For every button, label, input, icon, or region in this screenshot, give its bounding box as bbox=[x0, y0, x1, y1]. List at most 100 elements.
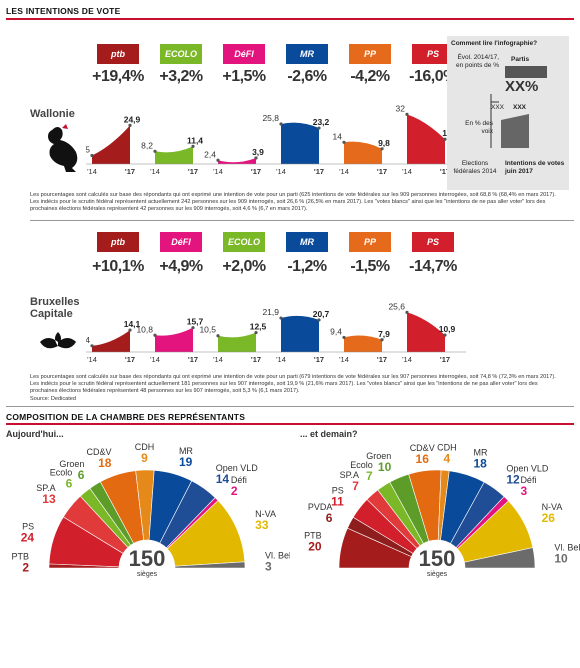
point-mr-0 bbox=[279, 316, 283, 320]
seats-label: sièges bbox=[427, 571, 448, 578]
wallonie-footnote: Les pourcentages sont calculés sur base … bbox=[30, 192, 556, 212]
label-defi-17: 15,7 bbox=[187, 317, 204, 327]
infobox-xxx-right: XXX bbox=[513, 104, 527, 111]
xtick-pp-14: '14 bbox=[339, 167, 349, 176]
seat-label-1: PVDA bbox=[308, 502, 333, 512]
iris-icon bbox=[38, 328, 78, 359]
area-ecolo bbox=[155, 146, 193, 164]
seat-label-2: SP.A bbox=[36, 483, 55, 493]
xtick-ps-17: '17 bbox=[440, 167, 450, 176]
xtick-ps-14: '14 bbox=[402, 167, 412, 176]
seat-count-6: 9 bbox=[141, 451, 148, 465]
chamber-title: COMPOSITION DE LA CHAMBRE DES REPRÉSENTA… bbox=[6, 412, 246, 422]
infobox-title: Comment lire l'infographie? bbox=[451, 40, 538, 47]
area-mr bbox=[281, 315, 319, 352]
party-change-ps: -14,7% bbox=[409, 258, 457, 275]
label-mr-17: 23,2 bbox=[313, 117, 330, 127]
party-change-defi: +4,9% bbox=[159, 258, 203, 275]
point-ps-1 bbox=[443, 333, 447, 337]
area-defi bbox=[155, 327, 193, 352]
area-pp bbox=[344, 141, 382, 164]
party-logo-pp: PP bbox=[349, 44, 391, 64]
xtick-pp-14: '14 bbox=[339, 355, 349, 364]
point-ecolo-0 bbox=[153, 149, 157, 153]
xtick-ecolo-14: '14 bbox=[150, 167, 160, 176]
area-ps bbox=[407, 114, 445, 164]
infobox-evol: Évol. 2014/17, en points de % bbox=[455, 54, 499, 69]
party-change-ecolo: +3,2% bbox=[159, 68, 203, 85]
party-change-defi: +1,5% bbox=[222, 68, 266, 85]
point-mr-0 bbox=[279, 122, 283, 126]
today-title: Aujourd'hui... bbox=[6, 429, 64, 439]
party-logo-ps: PS bbox=[412, 232, 454, 252]
seat-count-7: 4 bbox=[444, 451, 451, 465]
seat-count-10: 33 bbox=[255, 518, 269, 532]
bruxelles-label: Bruxelles Capitale bbox=[30, 296, 80, 320]
infobox-sample-chart bbox=[490, 94, 529, 148]
xtick-mr-14: '14 bbox=[276, 167, 286, 176]
seat-count-11: 26 bbox=[542, 511, 556, 525]
xtick-ecolo-17: '17 bbox=[188, 167, 198, 176]
chamber-tomorrow-chart: PTB20PVDA6PS11SP.A7Ecolo7Groen10CD&V16CD… bbox=[304, 442, 580, 578]
point-ptb-1 bbox=[128, 328, 132, 332]
seat-count-5: 10 bbox=[378, 460, 392, 474]
xtick-ecolo-14: '14 bbox=[213, 355, 223, 364]
label-ecolo-17: 11,4 bbox=[187, 135, 203, 145]
area-mr bbox=[281, 122, 319, 164]
seat-label-0: PTB bbox=[304, 531, 322, 541]
label-ecolo-14: 10,5 bbox=[199, 325, 216, 335]
seat-count-4: 6 bbox=[78, 468, 85, 482]
label-pp-14: 14 bbox=[333, 131, 343, 141]
point-ptb-0 bbox=[90, 153, 94, 158]
area-defi bbox=[218, 157, 256, 164]
label-pp-17: 7,9 bbox=[378, 329, 390, 339]
xtick-ps-17: '17 bbox=[440, 355, 450, 364]
infobox-xxx-left: XXX bbox=[491, 104, 505, 111]
seat-slice-vlbelang bbox=[464, 547, 536, 569]
xtick-ps-14: '14 bbox=[402, 355, 412, 364]
area-ps bbox=[407, 312, 445, 352]
seat-count-6: 16 bbox=[416, 452, 430, 466]
wallonie-chart: 5,5 24,9 '14 '17 8,2 11,4 '14 '17 2,4 3,9 '14 '17 25… bbox=[86, 103, 466, 176]
xtick-ecolo-17: '17 bbox=[251, 355, 261, 364]
seat-label-4: Groen bbox=[59, 459, 84, 469]
seat-count-3: 7 bbox=[352, 479, 359, 493]
seat-label-10: Défi bbox=[520, 475, 536, 485]
source-note: Source: Dedicated bbox=[30, 396, 77, 402]
label-defi-17: 3,9 bbox=[252, 147, 264, 157]
label-pp-14: 9,4 bbox=[330, 326, 342, 336]
xtick-defi-14: '14 bbox=[150, 355, 160, 364]
xtick-defi-14: '14 bbox=[213, 167, 223, 176]
divider-1 bbox=[30, 220, 574, 221]
xtick-mr-17: '17 bbox=[314, 355, 324, 364]
section-title-intentions: LES INTENTIONS DE VOTE bbox=[6, 6, 121, 16]
seat-count-2: 13 bbox=[42, 492, 56, 506]
label-mr-17: 20,7 bbox=[313, 309, 330, 319]
infobox-logo-placeholder bbox=[505, 66, 547, 78]
infobox-en-pct: En % des voix bbox=[465, 120, 493, 135]
seats-total: 150 bbox=[129, 546, 166, 571]
xtick-defi-17: '17 bbox=[251, 167, 261, 176]
point-defi-1 bbox=[254, 156, 258, 160]
point-ecolo-1 bbox=[191, 144, 195, 148]
point-mr-1 bbox=[317, 318, 321, 322]
party-change-ptb: +10,1% bbox=[92, 258, 144, 275]
party-change-ps: -16,0% bbox=[409, 68, 457, 85]
party-logo-ecolo: ECOLO bbox=[223, 232, 265, 252]
seat-count-3: 6 bbox=[66, 476, 73, 490]
seat-label-7: MR bbox=[179, 446, 193, 456]
party-logo-defi: DéFI bbox=[160, 232, 202, 252]
seat-count-10: 3 bbox=[520, 484, 527, 498]
xtick-pp-17: '17 bbox=[377, 355, 387, 364]
tomorrow-title: ... et demain? bbox=[300, 429, 358, 439]
seat-count-7: 19 bbox=[179, 455, 193, 469]
label-ptb-17: 24,9 bbox=[124, 114, 141, 124]
seat-label-6: CD&V bbox=[410, 443, 435, 453]
party-logo-ptb: ptb bbox=[97, 232, 139, 252]
seat-label-3: Ecolo bbox=[50, 467, 73, 477]
seat-label-6: CDH bbox=[135, 442, 155, 452]
point-pp-1 bbox=[380, 338, 384, 342]
seats-total: 150 bbox=[419, 546, 456, 571]
party-logo-mr: MR bbox=[286, 232, 328, 252]
party-logo-ecolo: ECOLO bbox=[160, 44, 202, 64]
